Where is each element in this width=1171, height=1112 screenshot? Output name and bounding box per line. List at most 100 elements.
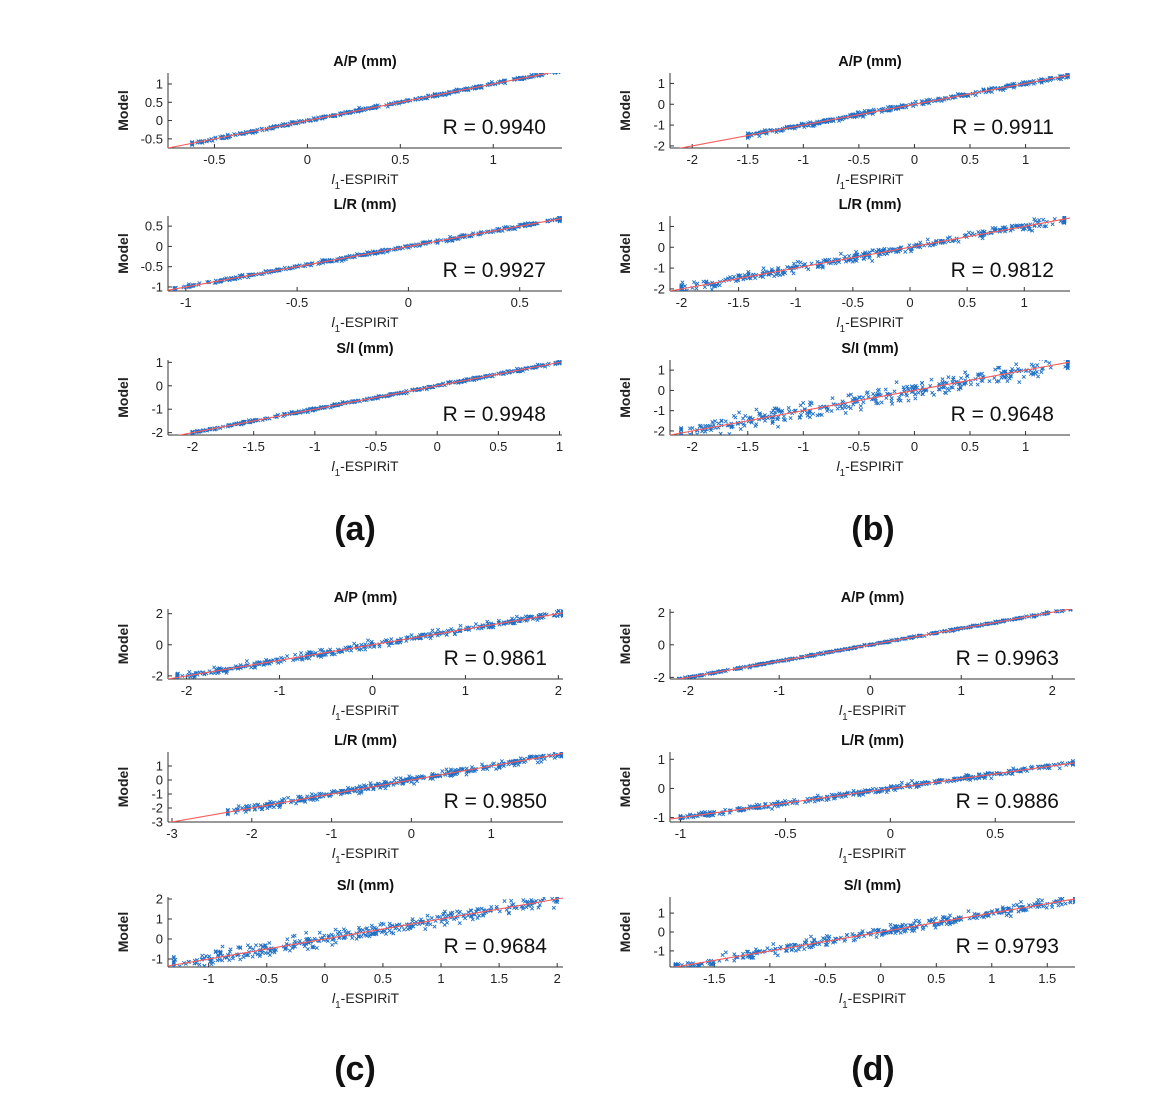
data-marker (940, 377, 945, 382)
y-tick-label: 1 (156, 76, 163, 91)
y-tick-label: 0 (156, 773, 163, 788)
x-tick-label: -0.5 (814, 971, 836, 986)
data-marker (552, 73, 556, 74)
subplot: L/R (mm)-1 -0.5 0 0.5-1-0.500.5Modell1-ESPI… (115, 197, 562, 335)
data-marker (762, 418, 768, 423)
plot-area (670, 356, 1070, 435)
data-marker (857, 793, 862, 798)
data-marker (781, 414, 786, 419)
x-tick-label: -1.5 (727, 295, 749, 310)
data-marker (514, 614, 519, 619)
data-marker (458, 623, 463, 628)
x-tick-label: 0.5 (374, 971, 392, 986)
data-marker (305, 947, 310, 952)
data-marker (791, 261, 796, 266)
y-tick-label: 1 (658, 76, 665, 91)
data-marker (943, 391, 948, 396)
data-marker (504, 907, 509, 912)
data-marker (848, 392, 853, 397)
data-marker (1060, 897, 1065, 901)
data-marker (997, 365, 1002, 370)
data-marker (383, 931, 389, 936)
data-marker (730, 424, 735, 429)
data-marker (783, 948, 788, 953)
data-marker (227, 958, 232, 963)
data-marker (770, 806, 775, 811)
x-tick-label: -1 (790, 295, 802, 310)
data-marker (346, 930, 351, 935)
data-marker (975, 916, 980, 921)
data-marker (557, 69, 560, 72)
x-axis-label: l1-ESPIRiT (839, 702, 906, 723)
data-marker (192, 675, 197, 679)
data-marker (804, 410, 809, 415)
data-marker (736, 274, 741, 279)
data-marker (1072, 899, 1075, 904)
data-marker (245, 943, 250, 948)
data-marker (936, 387, 941, 392)
panel-label-a: (a) (334, 510, 376, 548)
data-marker (1009, 224, 1014, 229)
data-marker (989, 776, 994, 781)
data-marker (238, 957, 243, 962)
data-marker (863, 250, 868, 255)
x-tick-label: -1 (798, 439, 810, 454)
data-marker (444, 767, 449, 772)
data-marker (775, 417, 780, 422)
data-marker (432, 924, 437, 929)
data-marker (788, 416, 793, 421)
data-marker (356, 934, 361, 939)
data-marker (1013, 223, 1018, 228)
data-marker (893, 788, 898, 793)
x-tick-label: 1 (988, 971, 995, 986)
plot-area (672, 897, 1075, 967)
data-marker (825, 408, 830, 413)
data-marker (492, 761, 497, 766)
correlation-label: R = 0.9648 (951, 403, 1054, 426)
data-marker (381, 922, 386, 927)
data-marker (906, 398, 911, 403)
data-marker (294, 801, 299, 806)
data-marker (805, 413, 810, 418)
data-marker (477, 913, 482, 918)
x-tick-label: -1.5 (737, 439, 759, 454)
x-axis-label: l1-ESPIRiT (332, 990, 399, 1011)
data-marker (411, 924, 416, 929)
y-tick-label: 1 (658, 752, 665, 767)
data-marker (899, 780, 904, 785)
data-marker (820, 265, 825, 270)
data-marker (909, 384, 914, 389)
data-marker (302, 944, 307, 949)
data-marker (931, 392, 936, 397)
data-marker (555, 614, 560, 619)
data-marker (742, 273, 747, 278)
data-marker (1072, 897, 1075, 899)
data-marker (815, 793, 820, 798)
x-tick-label: 0 (887, 826, 894, 841)
subplot: L/R (mm)-2 -1.5 -1 -0.5 0 0.5 1-2-101Modell1-E… (617, 197, 1070, 335)
data-marker (776, 407, 781, 412)
data-marker (871, 391, 876, 396)
data-marker (557, 69, 560, 72)
data-marker (727, 810, 732, 815)
y-tick-label: 1 (156, 355, 163, 370)
y-tick-label: -1 (151, 952, 163, 967)
data-marker (982, 229, 987, 234)
data-marker (430, 628, 435, 633)
data-marker (1057, 356, 1060, 359)
data-marker (1056, 903, 1061, 908)
data-marker (473, 622, 478, 627)
data-marker (835, 406, 840, 411)
y-tick-label: 1 (658, 363, 665, 378)
data-marker (468, 908, 473, 913)
data-marker (304, 930, 309, 935)
data-marker (428, 922, 433, 927)
x-tick-label: 2 (554, 971, 561, 986)
y-axis-label: Model (617, 90, 633, 130)
data-marker (888, 922, 893, 927)
data-marker (345, 785, 350, 790)
data-marker (763, 269, 769, 274)
data-marker (749, 420, 754, 425)
x-tick-label: 0.5 (961, 439, 979, 454)
data-marker (719, 419, 724, 424)
